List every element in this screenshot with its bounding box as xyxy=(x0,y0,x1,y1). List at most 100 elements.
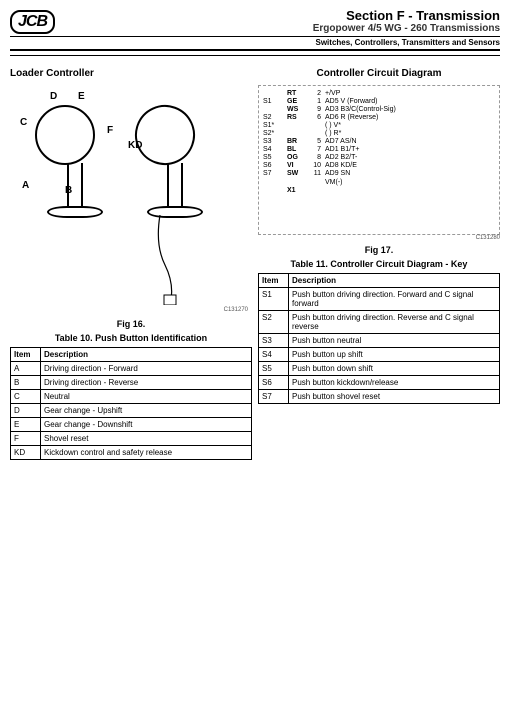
circuit-signal: AD2 B2/T- xyxy=(321,154,495,162)
table-cell: S4 xyxy=(259,348,289,362)
circuit-signal: AD1 B1/T+ xyxy=(321,146,495,154)
table-cell: F xyxy=(11,432,41,446)
label-KD: KD xyxy=(128,140,142,151)
circuit-pin: SW xyxy=(287,170,307,178)
circuit-diagram-heading: Controller Circuit Diagram xyxy=(258,68,500,79)
table10-col0: Item xyxy=(11,348,41,362)
page-header: JCB Section F - Transmission Ergopower 4… xyxy=(10,8,500,51)
table-row: ADriving direction - Forward xyxy=(11,362,252,376)
table-cell: A xyxy=(11,362,41,376)
circuit-num: 5 xyxy=(307,138,321,146)
circuit-switch: S4 xyxy=(263,146,287,154)
circuit-pin: GE xyxy=(287,98,307,106)
circuit-signal: AD8 KD/E xyxy=(321,162,495,170)
circuit-row: S1GE1AD5 V (Forward) xyxy=(263,98,495,106)
circuit-pin: OG xyxy=(287,154,307,162)
table-cell: S2 xyxy=(259,311,289,334)
circuit-switch: S5 xyxy=(263,154,287,162)
circuit-signal: AD3 B3/C(Control-Sig) xyxy=(321,106,495,114)
table-row: S4Push button up shift xyxy=(259,348,500,362)
circuit-pin: RS xyxy=(287,114,307,122)
table-cell: Driving direction - Reverse xyxy=(41,376,252,390)
cable-icon xyxy=(150,215,210,305)
circuit-row: S2RS6AD6 R (Reverse) xyxy=(263,114,495,122)
circuit-num xyxy=(307,130,321,138)
circuit-num: 1 xyxy=(307,98,321,106)
circuit-signal: AD5 V (Forward) xyxy=(321,98,495,106)
label-A: A xyxy=(22,180,29,191)
circuit-row: VM(-) xyxy=(263,179,495,187)
circuit-switch xyxy=(263,90,287,98)
fig17-refcode: C131280 xyxy=(258,235,500,241)
circuit-num: 7 xyxy=(307,146,321,154)
label-B: B xyxy=(65,185,72,196)
circuit-row: S3BR5AD7 AS/N xyxy=(263,138,495,146)
table-cell: Push button driving direction. Reverse a… xyxy=(289,311,500,334)
circuit-pin: WS xyxy=(287,106,307,114)
circuit-signal: +/VP xyxy=(321,90,495,98)
circuit-switch: S6 xyxy=(263,162,287,170)
table-row: KDKickdown control and safety release xyxy=(11,446,252,460)
table-cell: S7 xyxy=(259,390,289,404)
circuit-switch xyxy=(263,106,287,114)
circuit-num: 6 xyxy=(307,114,321,122)
circuit-num xyxy=(307,179,321,187)
label-C: C xyxy=(20,117,27,128)
table10: Item Description ADriving direction - Fo… xyxy=(10,347,252,460)
table-cell: D xyxy=(11,404,41,418)
table-cell: E xyxy=(11,418,41,432)
circuit-row: S6VI10AD8 KD/E xyxy=(263,162,495,170)
table-cell: C xyxy=(11,390,41,404)
circuit-signal: VM(-) xyxy=(321,179,495,187)
circuit-switch: S1* xyxy=(263,122,287,130)
table-row: S2Push button driving direction. Reverse… xyxy=(259,311,500,334)
circuit-pin: VI xyxy=(287,162,307,170)
table-cell: S3 xyxy=(259,334,289,348)
circuit-row: S2*( ) R* xyxy=(263,130,495,138)
circuit-signal: AD6 R (Reverse) xyxy=(321,114,495,122)
circuit-pin xyxy=(287,179,307,187)
circuit-row: S4BL7AD1 B1/T+ xyxy=(263,146,495,154)
table-row: DGear change - Upshift xyxy=(11,404,252,418)
circuit-row: S1* ( ) V* xyxy=(263,122,495,130)
fig16-diagram: C D E F A B KD C131270 xyxy=(10,85,252,315)
table-cell: Kickdown control and safety release xyxy=(41,446,252,460)
table-row: BDriving direction - Reverse xyxy=(11,376,252,390)
table10-col1: Description xyxy=(41,348,252,362)
circuit-signal: ( ) V* xyxy=(321,122,495,130)
table-cell: Shovel reset xyxy=(41,432,252,446)
circuit-pin: X1 xyxy=(287,187,307,195)
table-cell: Push button up shift xyxy=(289,348,500,362)
circuit-pin: RT xyxy=(287,90,307,98)
table-row: EGear change - Downshift xyxy=(11,418,252,432)
table-cell: Gear change - Upshift xyxy=(41,404,252,418)
circuit-row: WS9AD3 B3/C(Control-Sig) xyxy=(263,106,495,114)
circuit-signal: AD9 SN xyxy=(321,170,495,178)
table-cell: Push button down shift xyxy=(289,362,500,376)
left-column: Loader Controller C D E F A B KD C131270… xyxy=(10,62,252,460)
table-cell: Gear change - Downshift xyxy=(41,418,252,432)
table-cell: Push button driving direction. Forward a… xyxy=(289,288,500,311)
table-cell: S1 xyxy=(259,288,289,311)
table11: Item Description S1Push button driving d… xyxy=(258,273,500,404)
fig16-refcode: C131270 xyxy=(224,307,248,313)
table-cell: B xyxy=(11,376,41,390)
circuit-row: S5OG8AD2 B2/T- xyxy=(263,154,495,162)
table-cell: Push button kickdown/release xyxy=(289,376,500,390)
loader-controller-heading: Loader Controller xyxy=(10,68,252,79)
right-column: Controller Circuit Diagram RT2+/VPS1GE1A… xyxy=(258,62,500,460)
table-row: S5Push button down shift xyxy=(259,362,500,376)
circuit-row: X1 xyxy=(263,187,495,195)
table11-col1: Description xyxy=(289,274,500,288)
table-cell: Neutral xyxy=(41,390,252,404)
table-row: S1Push button driving direction. Forward… xyxy=(259,288,500,311)
circuit-switch: S3 xyxy=(263,138,287,146)
circuit-switch xyxy=(263,179,287,187)
table-row: FShovel reset xyxy=(11,432,252,446)
label-F: F xyxy=(107,125,113,136)
table-row: S7Push button shovel reset xyxy=(259,390,500,404)
circuit-signal: ( ) R* xyxy=(321,130,495,138)
label-E: E xyxy=(78,91,85,102)
circuit-signal xyxy=(321,187,495,195)
fig17-caption: Fig 17. xyxy=(258,245,500,255)
